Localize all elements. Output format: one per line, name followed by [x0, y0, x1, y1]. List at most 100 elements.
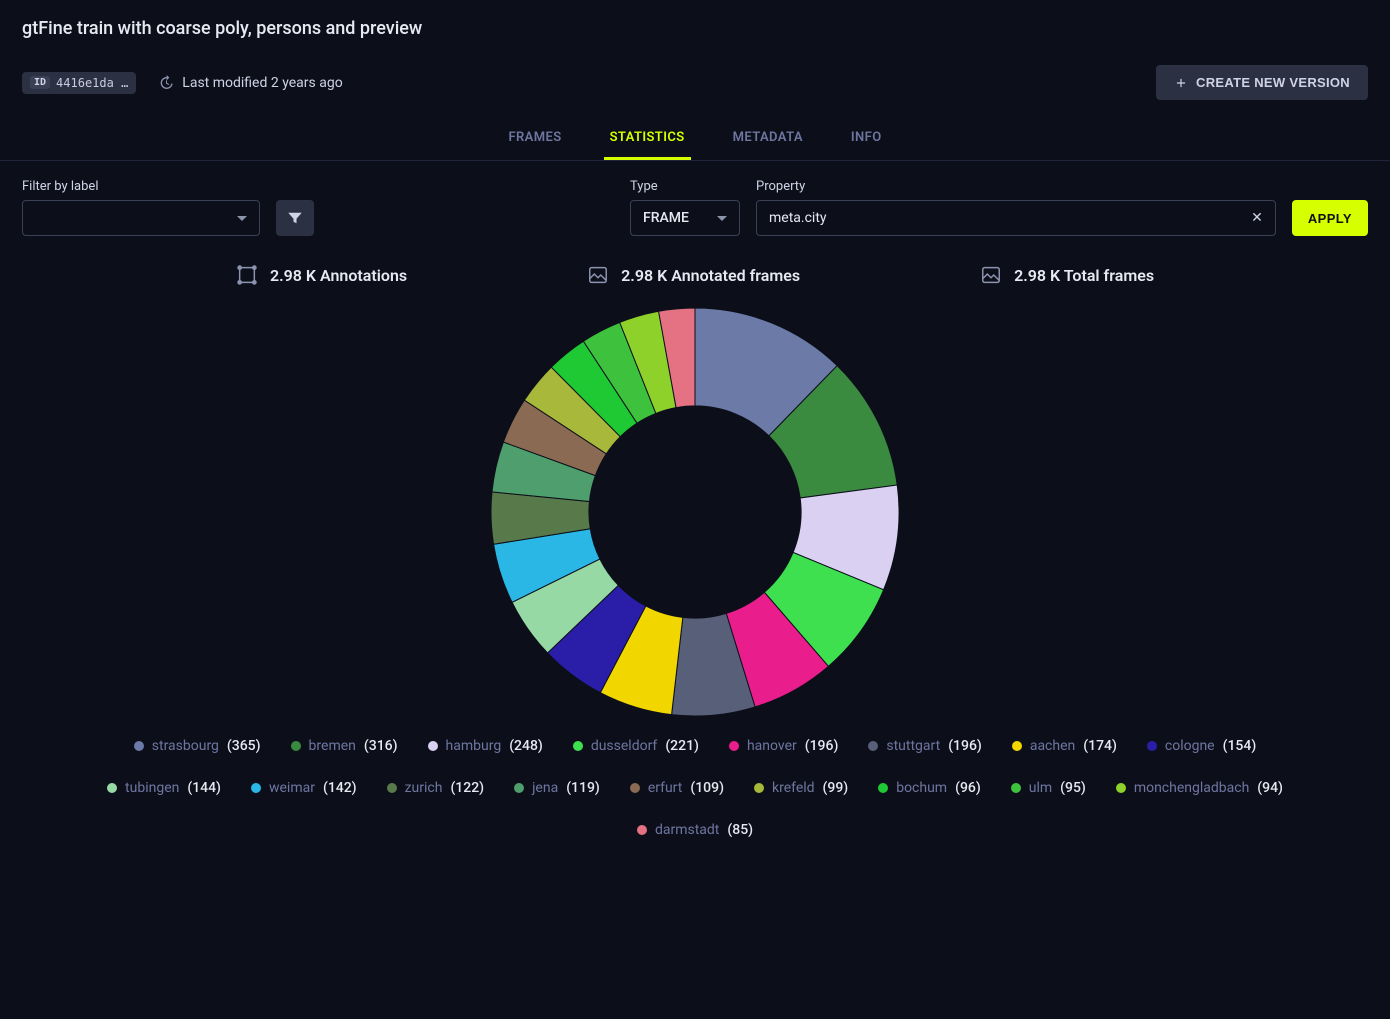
- property-value: meta.city: [769, 210, 827, 226]
- legend-label: erfurt: [648, 780, 683, 796]
- legend-count: (174): [1083, 738, 1117, 754]
- filter-by-label-select[interactable]: [22, 200, 260, 236]
- legend-count: (99): [823, 780, 849, 796]
- legend-swatch: [754, 783, 764, 793]
- filter-icon: [286, 209, 304, 227]
- property-label: Property: [756, 179, 1276, 194]
- legend-swatch: [1116, 783, 1126, 793]
- legend-count: (154): [1223, 738, 1257, 754]
- image-icon: [980, 264, 1002, 286]
- legend-count: (144): [187, 780, 221, 796]
- legend-swatch: [1147, 741, 1157, 751]
- legend-swatch: [878, 783, 888, 793]
- legend-item-erfurt[interactable]: erfurt (109): [630, 780, 724, 796]
- tab-frames[interactable]: FRAMES: [502, 120, 567, 160]
- legend-item-zurich[interactable]: zurich (122): [387, 780, 484, 796]
- legend-label: cologne: [1165, 738, 1215, 754]
- legend-swatch: [1011, 783, 1021, 793]
- legend-count: (196): [948, 738, 982, 754]
- history-icon: [158, 75, 174, 91]
- tab-info[interactable]: INFO: [845, 120, 888, 160]
- legend-item-ulm[interactable]: ulm (95): [1011, 780, 1086, 796]
- legend-swatch: [729, 741, 739, 751]
- legend-count: (109): [690, 780, 724, 796]
- legend-item-strasbourg[interactable]: strasbourg (365): [134, 738, 261, 754]
- legend-count: (221): [665, 738, 699, 754]
- stat-annotated-frames: 2.98 K Annotated frames: [587, 264, 800, 286]
- image-icon: [587, 264, 609, 286]
- legend-item-hamburg[interactable]: hamburg (248): [428, 738, 543, 754]
- legend-swatch: [637, 825, 647, 835]
- apply-button[interactable]: APPLY: [1292, 200, 1368, 236]
- legend-item-jena[interactable]: jena (119): [514, 780, 600, 796]
- legend-count: (95): [1060, 780, 1086, 796]
- legend-item-cologne[interactable]: cologne (154): [1147, 738, 1256, 754]
- type-value: FRAME: [643, 210, 689, 226]
- type-select[interactable]: FRAME: [630, 200, 740, 236]
- legend-swatch: [573, 741, 583, 751]
- legend-label: strasbourg: [152, 738, 219, 754]
- legend-item-krefeld[interactable]: krefeld (99): [754, 780, 848, 796]
- legend-count: (142): [323, 780, 357, 796]
- plus-icon: [1174, 76, 1188, 90]
- legend-count: (365): [227, 738, 261, 754]
- id-label: ID: [30, 76, 50, 89]
- legend-swatch: [291, 741, 301, 751]
- legend-swatch: [428, 741, 438, 751]
- filter-by-label-label: Filter by label: [22, 179, 260, 194]
- stat-total-frames: 2.98 K Total frames: [980, 264, 1154, 286]
- legend-label: darmstadt: [655, 822, 719, 838]
- legend-item-bremen[interactable]: bremen (316): [291, 738, 398, 754]
- legend-label: zurich: [405, 780, 443, 796]
- legend-label: ulm: [1029, 780, 1052, 796]
- legend-count: (94): [1257, 780, 1283, 796]
- legend-item-dusseldorf[interactable]: dusseldorf (221): [573, 738, 699, 754]
- legend-swatch: [134, 741, 144, 751]
- donut-chart: [491, 308, 899, 716]
- clear-icon[interactable]: ✕: [1251, 210, 1263, 226]
- legend-label: jena: [532, 780, 558, 796]
- legend-swatch: [1012, 741, 1022, 751]
- filter-settings-button[interactable]: [276, 200, 314, 236]
- legend-label: weimar: [269, 780, 315, 796]
- create-new-version-button[interactable]: CREATE NEW VERSION: [1156, 65, 1368, 100]
- legend-item-tubingen[interactable]: tubingen (144): [107, 780, 221, 796]
- legend-swatch: [514, 783, 524, 793]
- dataset-id-chip[interactable]: ID 4416e1da …: [22, 72, 136, 94]
- legend-swatch: [387, 783, 397, 793]
- legend-count: (122): [450, 780, 484, 796]
- legend-item-aachen[interactable]: aachen (174): [1012, 738, 1117, 754]
- tabs: FRAMES STATISTICS METADATA INFO: [0, 114, 1390, 161]
- legend-swatch: [630, 783, 640, 793]
- legend-label: hanover: [747, 738, 797, 754]
- legend-item-monchengladbach[interactable]: monchengladbach(94): [1116, 780, 1283, 796]
- chevron-down-icon: [717, 216, 727, 221]
- legend-item-stuttgart[interactable]: stuttgart(196): [868, 738, 981, 754]
- legend-count: (316): [364, 738, 398, 754]
- legend-count: (119): [566, 780, 600, 796]
- id-value: 4416e1da …: [56, 76, 128, 90]
- legend-label: dusseldorf: [591, 738, 658, 754]
- tab-metadata[interactable]: METADATA: [727, 120, 809, 160]
- legend-label: bremen: [309, 738, 356, 754]
- legend-label: hamburg: [446, 738, 502, 754]
- legend-item-hanover[interactable]: hanover (196): [729, 738, 838, 754]
- legend-item-weimar[interactable]: weimar (142): [251, 780, 357, 796]
- legend-label: tubingen: [125, 780, 179, 796]
- legend-item-bochum[interactable]: bochum(96): [878, 780, 981, 796]
- legend-label: krefeld: [772, 780, 815, 796]
- type-label: Type: [630, 179, 740, 194]
- legend-count: (196): [805, 738, 839, 754]
- tab-statistics[interactable]: STATISTICS: [604, 120, 691, 160]
- stat-annotations: 2.98 K Annotations: [236, 264, 407, 286]
- legend-count: (96): [955, 780, 981, 796]
- legend-label: aachen: [1030, 738, 1075, 754]
- chevron-down-icon: [237, 216, 247, 221]
- legend-swatch: [107, 783, 117, 793]
- legend-count: (85): [727, 822, 753, 838]
- legend-count: (248): [509, 738, 543, 754]
- legend-item-darmstadt[interactable]: darmstadt (85): [637, 822, 753, 838]
- legend-swatch: [868, 741, 878, 751]
- chart-legend: strasbourg (365) bremen (316) hamburg (248) du…: [65, 716, 1325, 838]
- property-input[interactable]: meta.city ✕: [756, 200, 1276, 236]
